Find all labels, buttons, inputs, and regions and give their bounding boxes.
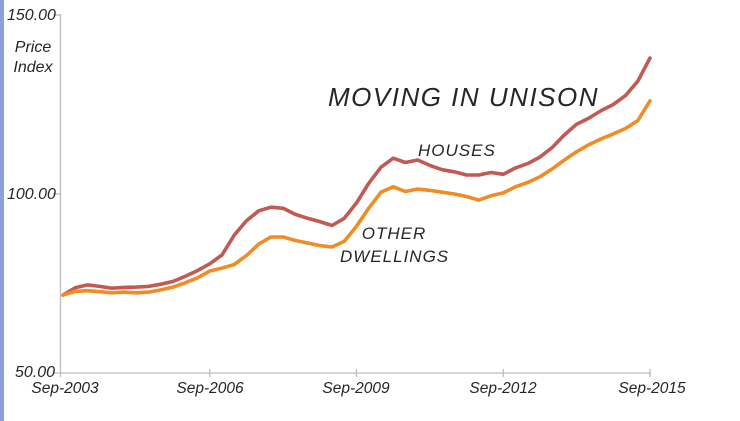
other-dwellings-label-line1: OTHER: [361, 224, 427, 243]
plot-lines: [61, 56, 652, 297]
other-dwellings-line: [61, 99, 652, 297]
y-axis-title-line1: Price: [14, 39, 52, 56]
y-tick-label-50: 50.00: [14, 364, 55, 381]
left-edge-strip: [0, 0, 4, 421]
houses-series-label: HOUSES: [418, 141, 496, 160]
x-tick-label-2003: Sep-2003: [31, 380, 99, 397]
y-tick-label-100: 100.00: [7, 186, 56, 203]
other-dwellings-label-line2: DWELLINGS: [340, 247, 450, 266]
x-tick-label-2015: Sep-2015: [618, 380, 686, 397]
houses-line: [61, 56, 652, 297]
x-tick-label-2012: Sep-2012: [469, 380, 537, 397]
chart-title: MOVING IN UNISON: [328, 82, 600, 112]
x-tick-label-2006: Sep-2006: [176, 380, 244, 397]
y-axis-title: Price Index: [6, 38, 60, 78]
y-tick-label-150: 150.00: [7, 7, 56, 24]
other-dwellings-series-label: OTHER DWELLINGS: [340, 222, 448, 268]
y-axis-title-line2: Index: [13, 59, 53, 76]
x-tick-label-2009: Sep-2009: [322, 380, 390, 397]
